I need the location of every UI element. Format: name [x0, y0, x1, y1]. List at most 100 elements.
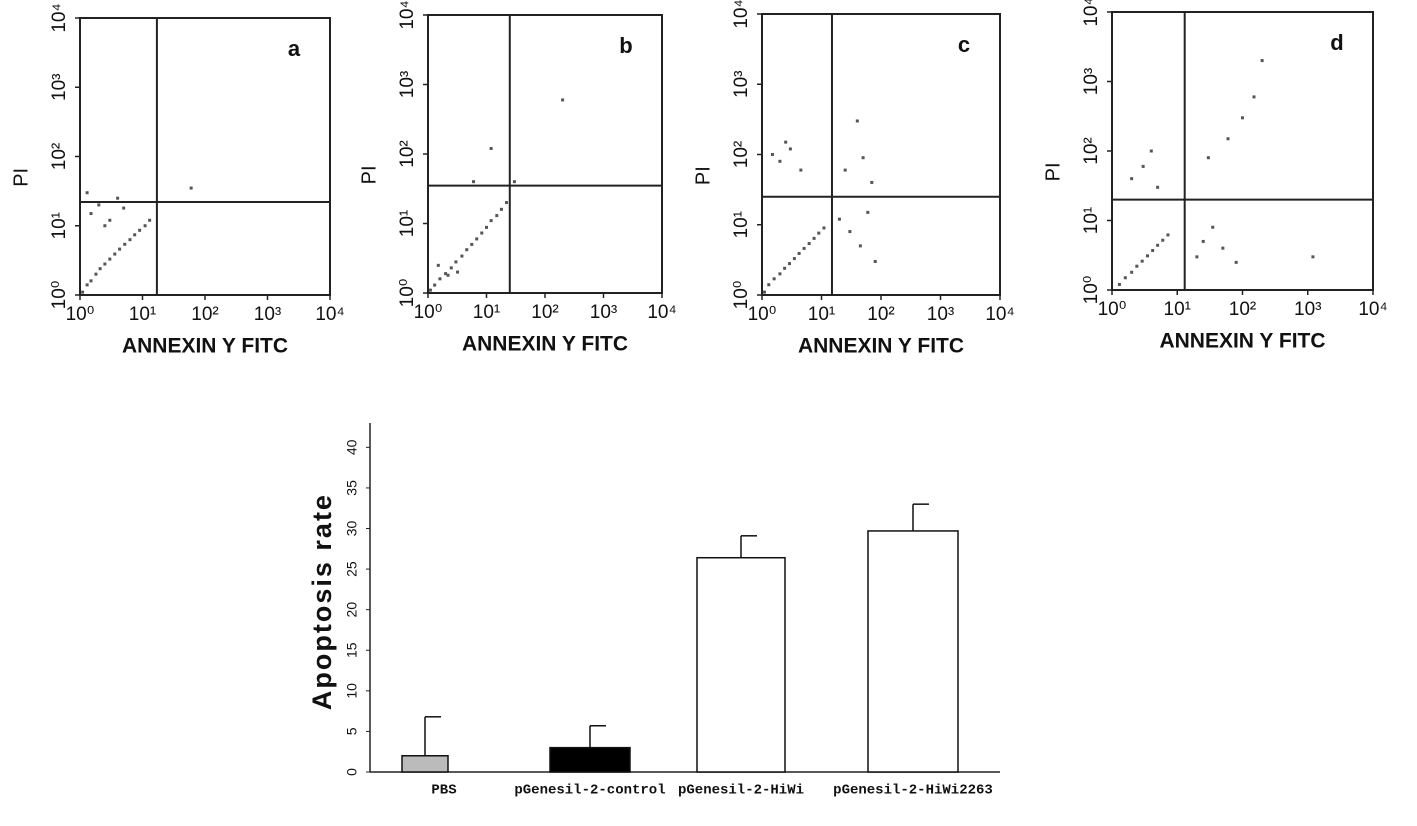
dot — [561, 98, 565, 102]
dot — [772, 277, 776, 281]
y-tick-label: 10⁰ — [1081, 276, 1102, 305]
dot — [465, 248, 469, 252]
dot — [512, 180, 516, 184]
y-axis-title: PI — [358, 165, 380, 184]
dot — [449, 266, 453, 270]
dot — [1151, 249, 1155, 253]
dot — [128, 238, 132, 242]
y-tick-label: 10² — [1081, 137, 1102, 164]
dot — [767, 283, 771, 287]
dot — [855, 119, 859, 123]
dot — [428, 288, 432, 292]
y-tick-label: 10³ — [49, 74, 70, 101]
dot — [94, 272, 98, 276]
dot — [1195, 255, 1199, 259]
dot — [505, 201, 509, 205]
y-tick-label: 10⁴ — [397, 0, 418, 29]
x-tick-label: 10⁰ — [66, 304, 95, 325]
x-tick-label: 10² — [191, 304, 218, 325]
dot — [817, 231, 821, 235]
dot — [438, 277, 442, 281]
x-tick-label: 10² — [531, 302, 558, 323]
y-tick-label: 10⁴ — [731, 0, 752, 29]
dot — [1211, 225, 1215, 229]
y-tick-label: 15 — [344, 642, 360, 658]
dot — [812, 236, 816, 240]
dot — [1311, 255, 1315, 259]
x-tick-label: 10³ — [1294, 299, 1321, 320]
dot — [138, 228, 142, 232]
dot — [85, 191, 89, 195]
dot — [1140, 259, 1144, 263]
y-tick-label: 30 — [344, 521, 360, 537]
bar — [696, 556, 786, 773]
dot — [189, 186, 193, 190]
dot — [133, 233, 137, 237]
dot — [784, 140, 788, 144]
dot — [807, 242, 811, 246]
x-tick-label: 10² — [867, 304, 894, 325]
dot — [97, 203, 101, 207]
dot — [1206, 156, 1210, 160]
x-tick-label: 10³ — [254, 304, 281, 325]
x-tick-label: 10³ — [590, 302, 617, 323]
dot — [762, 290, 766, 294]
dot — [444, 272, 448, 276]
dot — [103, 224, 107, 228]
dot — [861, 156, 865, 160]
dot — [778, 159, 782, 163]
x-tick-label: 10⁴ — [1358, 299, 1387, 320]
panel-label: c — [958, 32, 970, 57]
dot — [792, 257, 796, 261]
dot — [1156, 185, 1160, 189]
dot — [858, 244, 862, 248]
dot — [848, 230, 852, 234]
dot — [143, 224, 147, 228]
x-tick-label: pGenesil-2-HiWi — [678, 783, 804, 799]
x-tick-label: PBS — [431, 783, 456, 799]
x-tick-label: 10¹ — [1164, 299, 1191, 320]
dot — [1201, 239, 1205, 243]
bar — [401, 755, 449, 773]
dot — [1123, 276, 1127, 280]
dot — [1221, 246, 1225, 250]
dot — [1166, 233, 1170, 237]
y-axis-title: Apoptosis rate — [307, 493, 337, 710]
dot — [148, 218, 152, 222]
dot — [1130, 270, 1134, 274]
dot — [1117, 282, 1121, 286]
x-tick-label: 10⁰ — [414, 302, 443, 323]
y-tick-label: 35 — [344, 480, 360, 496]
dot — [797, 251, 801, 255]
x-tick-label: pGenesil-2-HiWi2263 — [833, 783, 993, 799]
y-tick-label: 10¹ — [731, 211, 752, 238]
dot — [118, 247, 122, 251]
y-axis-title: PI — [10, 168, 32, 187]
y-tick-label: 10⁴ — [49, 3, 70, 32]
y-tick-label: 10⁰ — [731, 281, 752, 310]
dot — [1234, 260, 1238, 264]
dot — [489, 219, 493, 223]
dot — [1130, 177, 1134, 181]
dot — [436, 263, 440, 267]
dot — [778, 272, 782, 276]
dot — [1149, 149, 1153, 153]
dot — [1156, 243, 1160, 247]
dot — [108, 257, 112, 261]
dot — [116, 196, 120, 200]
dot — [1226, 137, 1230, 141]
dot — [802, 246, 806, 250]
x-axis-title: ANNEXIN Y FITC — [122, 335, 288, 358]
y-tick-label: 5 — [344, 727, 360, 735]
dot — [843, 168, 847, 172]
dot — [454, 260, 458, 264]
y-tick-label: 10³ — [1081, 68, 1102, 95]
dot — [123, 242, 127, 246]
dot — [103, 262, 107, 266]
dot — [866, 210, 870, 214]
dot — [489, 146, 493, 150]
y-tick-label: 10² — [397, 140, 418, 167]
bar — [549, 746, 631, 773]
dot — [122, 206, 126, 210]
